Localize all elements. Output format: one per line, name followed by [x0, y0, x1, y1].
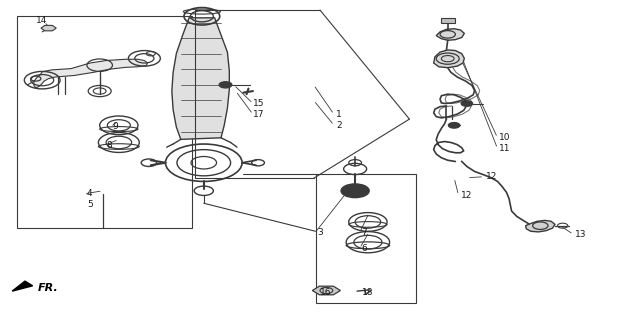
Text: 14: 14 [36, 17, 47, 25]
Text: 16: 16 [320, 288, 332, 296]
Polygon shape [436, 29, 465, 40]
Text: 1: 1 [336, 110, 342, 119]
Bar [442, 18, 456, 23]
Polygon shape [12, 281, 33, 291]
Text: 13: 13 [575, 230, 587, 239]
Text: 11: 11 [499, 144, 510, 153]
Polygon shape [312, 286, 340, 295]
Circle shape [461, 101, 472, 106]
Text: 15: 15 [253, 99, 264, 108]
Polygon shape [34, 59, 148, 88]
Bar [17, 16, 192, 228]
Polygon shape [172, 18, 229, 139]
Text: 9: 9 [113, 122, 118, 131]
Circle shape [449, 122, 460, 128]
Text: 7: 7 [362, 228, 367, 237]
Text: FR.: FR. [38, 283, 58, 293]
Text: 5: 5 [87, 200, 93, 209]
Text: 8: 8 [106, 141, 112, 150]
Circle shape [219, 82, 232, 88]
Text: 12: 12 [461, 191, 472, 200]
Text: 3: 3 [317, 228, 323, 237]
Bar [316, 174, 416, 303]
Text: 10: 10 [499, 133, 510, 142]
Text: 17: 17 [253, 110, 264, 119]
Text: 12: 12 [486, 172, 497, 181]
Circle shape [341, 184, 369, 198]
Polygon shape [434, 50, 465, 68]
Text: 18: 18 [362, 288, 373, 296]
Text: 4: 4 [87, 189, 93, 198]
Text: 6: 6 [362, 244, 367, 253]
Polygon shape [41, 25, 56, 31]
Text: 2: 2 [336, 121, 342, 130]
Polygon shape [525, 220, 555, 232]
